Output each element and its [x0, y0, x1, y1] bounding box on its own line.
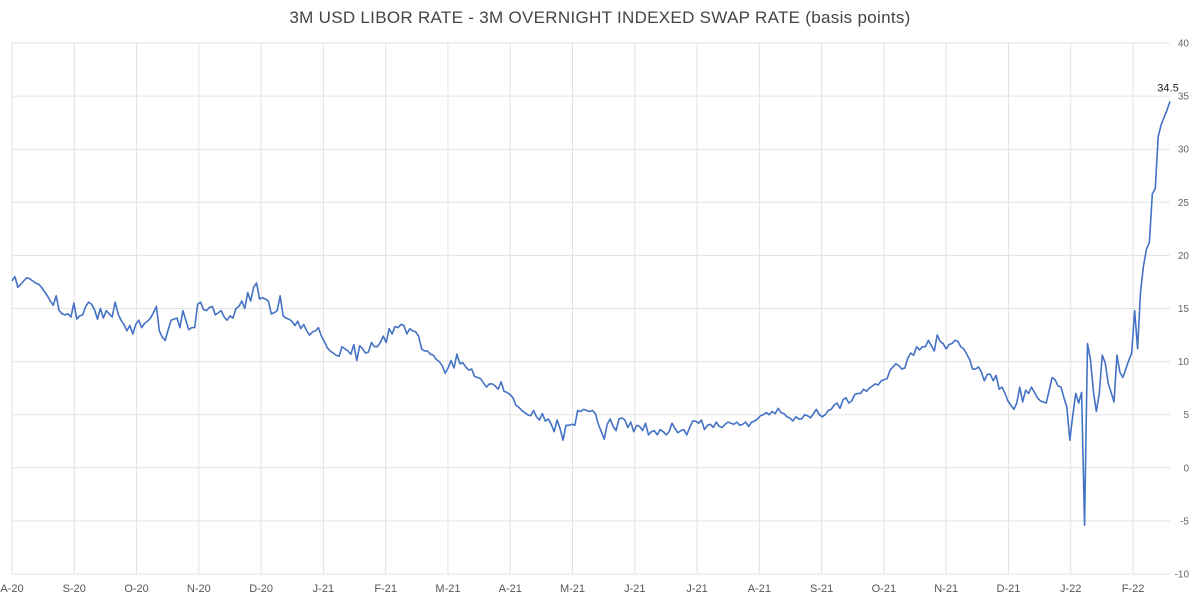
- y-tick-label: 5: [1183, 410, 1189, 421]
- y-tick-label: 25: [1178, 198, 1190, 209]
- y-tick-label: 30: [1178, 145, 1190, 156]
- series-layer: [11, 101, 1171, 526]
- x-tick-label: F-21: [374, 583, 397, 595]
- x-tick-label: A-20: [0, 583, 23, 595]
- x-tick-label: M-21: [435, 583, 460, 595]
- y-tick-label: 10: [1178, 357, 1190, 368]
- x-tick-label: M-21: [560, 583, 585, 595]
- x-tick-label: J-21: [313, 583, 334, 595]
- y-tick-label: 40: [1178, 39, 1190, 50]
- x-tick-label: J-22: [1060, 583, 1081, 595]
- x-tick-label: N-21: [934, 583, 958, 595]
- x-tick-label: O-20: [124, 583, 148, 595]
- x-tick-label: D-21: [997, 583, 1021, 595]
- y-tick-label: 0: [1183, 463, 1189, 474]
- y-tick-label: -5: [1180, 516, 1189, 527]
- grid-lines: [11, 42, 1170, 575]
- x-tick-label: A-21: [748, 583, 771, 595]
- y-axis-ticks: 40 35 30 25 20 15 10 5 0 -5 -10: [1175, 39, 1190, 581]
- x-tick-label: S-20: [63, 583, 86, 595]
- x-tick-label: N-20: [187, 583, 211, 595]
- x-axis-ticks: A-20 S-20 O-20 N-20 D-20 J-21 F-21 M-21 A-21 M-21…: [0, 583, 1144, 595]
- x-tick-label: A-21: [499, 583, 522, 595]
- x-tick-label: J-21: [624, 583, 645, 595]
- annotation-layer: 34.5: [1157, 82, 1178, 94]
- last-value-label: 34.5: [1157, 82, 1178, 94]
- y-tick-label: 35: [1178, 92, 1190, 103]
- y-tick-label: 20: [1178, 251, 1190, 262]
- x-tick-label: F-22: [1122, 583, 1145, 595]
- chart-title: 3M USD LIBOR RATE - 3M OVERNIGHT INDEXED…: [289, 8, 911, 27]
- series-line: [11, 101, 1171, 526]
- x-tick-label: S-21: [810, 583, 833, 595]
- y-tick-label: -10: [1175, 570, 1190, 581]
- x-tick-label: J-21: [686, 583, 707, 595]
- x-tick-label: O-21: [872, 583, 896, 595]
- y-tick-label: 15: [1178, 304, 1190, 315]
- x-tick-label: D-20: [249, 583, 273, 595]
